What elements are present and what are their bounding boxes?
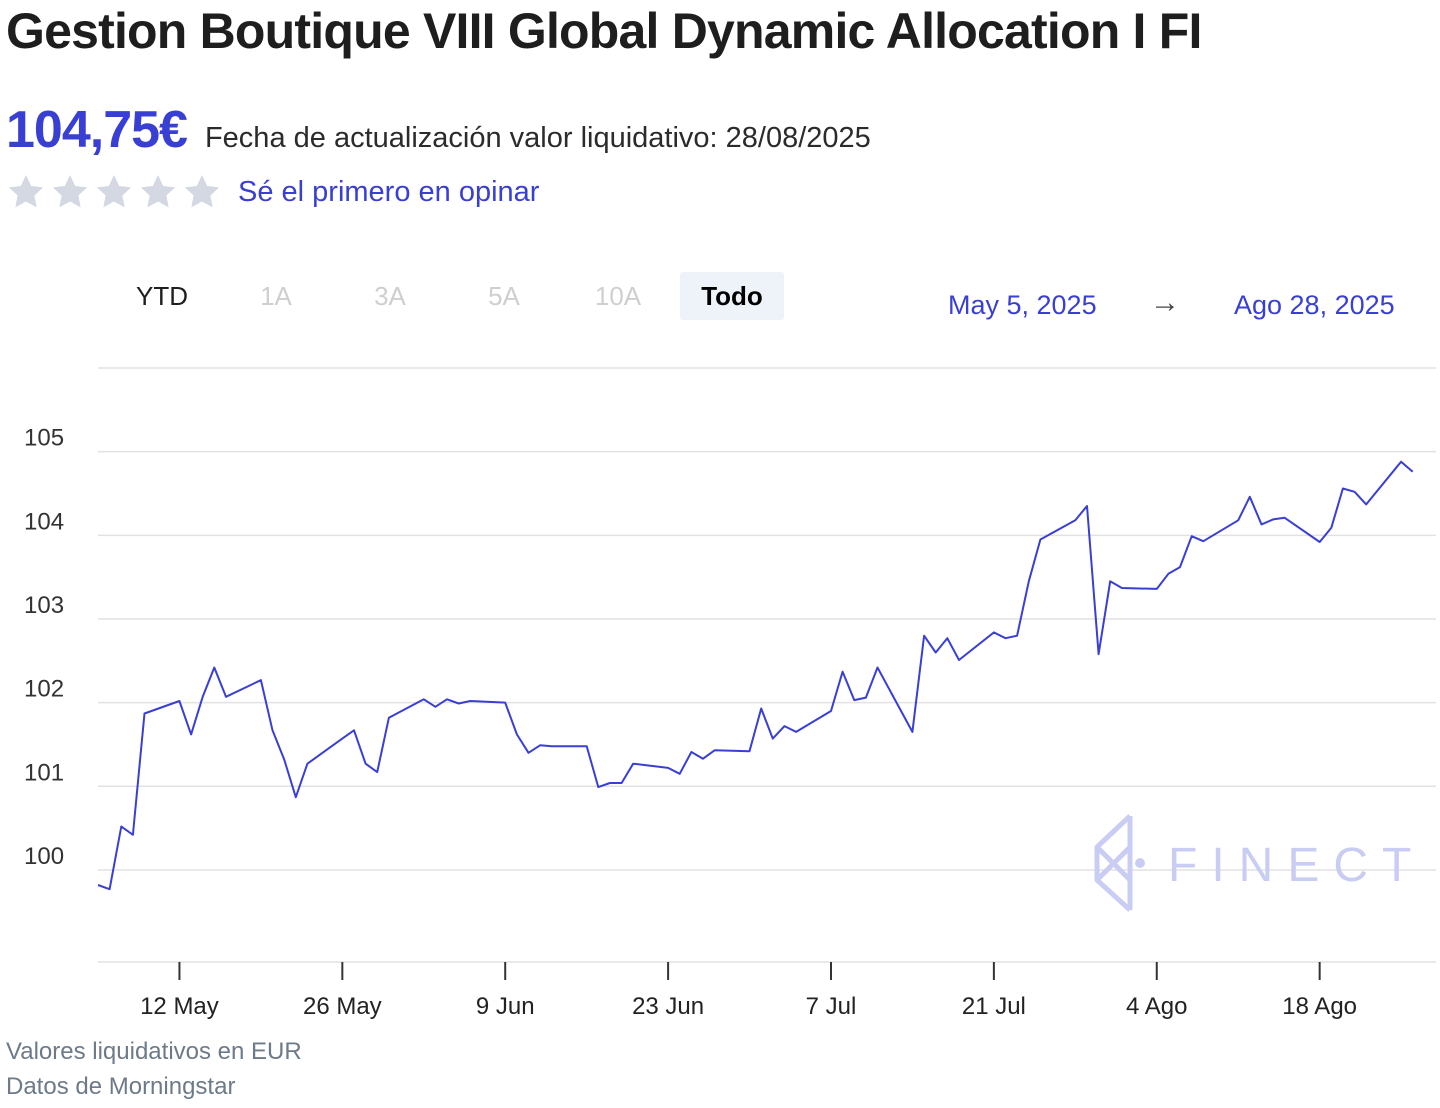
price-row: 104,75€ Fecha de actualización valor liq… xyxy=(6,100,871,160)
rate-first-link[interactable]: Sé el primero en opinar xyxy=(238,175,540,208)
x-tick-label: 12 May xyxy=(140,993,219,1020)
finect-logo-mark xyxy=(1094,814,1133,912)
x-tick-label: 21 Jul xyxy=(962,993,1026,1020)
rating-stars[interactable] xyxy=(6,172,226,212)
tab-3a[interactable]: 3A xyxy=(374,280,406,311)
tab-10a[interactable]: 10A xyxy=(594,280,642,311)
tab-todo[interactable]: Todo xyxy=(680,272,784,320)
y-tick-label: 105 xyxy=(24,425,64,452)
star-icon[interactable] xyxy=(50,172,90,212)
star-icon[interactable] xyxy=(138,172,178,212)
tab-ytd[interactable]: YTD xyxy=(136,280,188,311)
period-tabs: YTD 1A 3A 5A 10A Todo xyxy=(110,272,794,320)
currency-note: Valores liquidativos en EUR xyxy=(6,1038,302,1065)
x-tick-label: 4 Ago xyxy=(1126,993,1187,1020)
y-tick-label: 101 xyxy=(24,759,64,786)
fund-price: 104,75€ xyxy=(6,101,188,159)
update-date-label: Fecha de actualización valor liquidativo… xyxy=(204,122,871,154)
star-icon[interactable] xyxy=(94,172,134,212)
star-icon[interactable] xyxy=(182,172,222,212)
rating-row: Sé el primero en opinar xyxy=(6,172,539,212)
finect-logo-dot xyxy=(1135,858,1145,868)
date-range-end[interactable]: Ago 28, 2025 xyxy=(1234,290,1395,320)
x-tick-label: 7 Jul xyxy=(806,993,857,1020)
star-icon[interactable] xyxy=(6,172,46,212)
date-range-arrow: → xyxy=(1150,286,1180,319)
x-tick-label: 26 May xyxy=(303,993,382,1020)
x-tick-label: 23 Jun xyxy=(632,993,704,1020)
x-tick-label: 9 Jun xyxy=(476,993,535,1020)
y-tick-label: 103 xyxy=(24,592,64,619)
tab-5a[interactable]: 5A xyxy=(488,280,520,311)
y-tick-label: 100 xyxy=(24,843,64,870)
x-tick-label: 18 Ago xyxy=(1282,993,1357,1020)
tab-1a[interactable]: 1A xyxy=(260,280,292,311)
y-tick-label: 102 xyxy=(24,676,64,703)
page-title: Gestion Boutique VIII Global Dynamic All… xyxy=(6,3,1202,59)
data-source-note: Datos de Morningstar xyxy=(6,1073,236,1100)
finect-logo-watermark: FINECT xyxy=(1094,814,1425,912)
series-line-0 xyxy=(97,460,1414,891)
y-tick-label: 104 xyxy=(24,508,64,535)
date-range-start[interactable]: May 5, 2025 xyxy=(948,290,1097,320)
price-chart: 100 101 102 103 104 105 12 May 26 May 9 Jun 23 Ju… xyxy=(24,367,1436,1020)
watermark-text: FINECT xyxy=(1168,839,1425,892)
